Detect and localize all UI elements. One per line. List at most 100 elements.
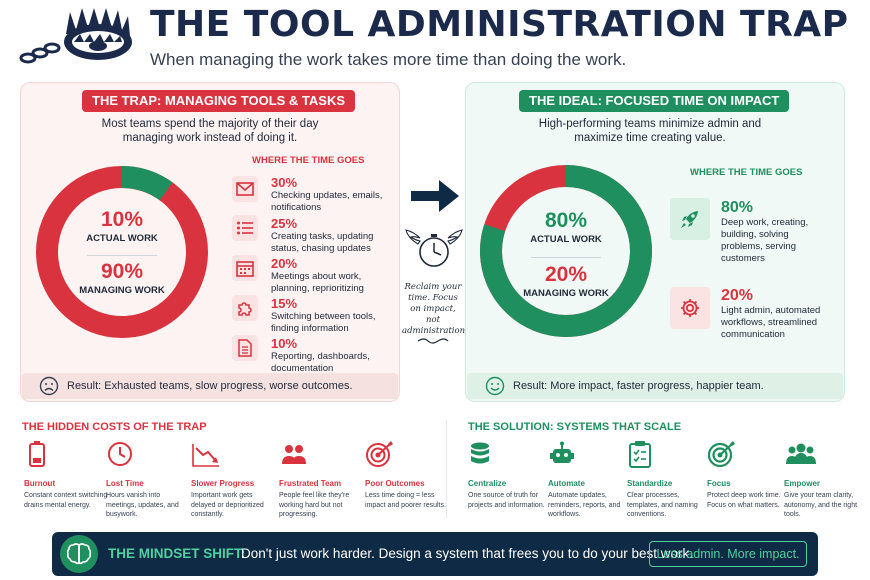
cost-desc: Hours vanish into meetings, updates, and… [106,492,179,518]
solution-desc: Automate updates, reminders, reports, an… [548,492,621,518]
trap-item-desc: Checking updates, emails, notifications [271,190,383,213]
trap-item-pct: 25% [271,216,298,231]
ideal-panel [465,82,845,402]
solution-desc: One source of truth for projects and inf… [468,492,545,509]
trap-intro: Most teams spend the majority of their d… [101,118,319,144]
ideal-managing-pct: 20% [544,263,588,286]
solution-desc: Protect deep work time. Focus on what ma… [707,492,781,509]
trap-result-text: Result: Exhausted teams, slow progress, … [67,380,353,392]
target-icon [366,441,393,467]
trap-item-pct: 20% [271,256,298,271]
ideal-divider [531,257,601,258]
trap-where-title: WHERE THE TIME GOES [252,155,365,166]
cost-desc: Constant context switching drains mental… [24,492,108,509]
page-title: THE TOOL ADMINISTRATION TRAP [150,4,849,45]
solution-item: Standardize Clear processes, templates, … [627,440,711,520]
trap-actual-pct: 10% [100,208,144,231]
trap-item-desc: Reporting, dashboards, documentation [271,351,370,374]
flying-clock-icon [405,229,463,267]
people-icon [282,445,306,464]
solution-title-item: Focus [707,479,731,488]
ideal-label: THE IDEAL: FOCUSED TIME ON IMPACT [519,90,790,112]
clock-icon [108,442,132,466]
happy-face-icon [485,376,505,396]
solution-item: Centralize One source of truth for proje… [468,440,552,510]
trap-donut-managing-arc [36,166,208,338]
mindset-banner [52,532,818,576]
brain-icon [60,535,98,573]
trap-panel [20,82,400,402]
trap-managing-label: MANAGING WORK [79,285,165,296]
ideal-result: Result: More impact, faster progress, ha… [467,373,843,399]
cost-item: Lost Time Hours vanish into meetings, up… [106,440,190,520]
ideal-where-title: WHERE THE TIME GOES [690,167,803,178]
reclaim-note: Reclaim your time. Focus on impact, not … [402,282,468,336]
ideal-item-desc: Light admin, automated workflows, stream… [721,305,821,340]
target-icon [707,441,735,468]
page-subtitle: When managing the work takes more time t… [150,50,627,69]
mindset-key: THE MINDSET SHIFT: [108,546,246,561]
database-icon [471,442,489,464]
cost-item: Poor Outcomes Less time doing = less imp… [365,440,449,510]
cost-item: Frustrated Team People feel like they're… [279,440,363,520]
bear-trap-icon [19,8,132,64]
trap-result: Result: Exhausted teams, slow progress, … [22,373,398,399]
trap-item-pct: 10% [271,336,298,351]
cost-desc: Less time doing = less impact and poorer… [365,492,446,509]
robot-icon [550,441,574,463]
battery-icon [29,441,45,467]
solution-title-item: Centralize [468,479,507,488]
section-divider [446,420,447,518]
squiggle-decoration [417,338,449,344]
trap-label: THE TRAP: MANAGING TOOLS & TASKS [82,90,356,112]
trend-down-icon [192,444,219,467]
ideal-managing-label: MANAGING WORK [523,288,609,299]
solution-title: THE SOLUTION: SYSTEMS THAT SCALE [468,421,682,433]
hidden-costs-title: THE HIDDEN COSTS OF THE TRAP [22,421,207,433]
solution-title-item: Standardize [627,479,673,488]
puzzle-icon [232,295,258,321]
ideal-intro: High-performing teams minimize admin and… [538,118,762,144]
trap-item-desc: Switching between tools, finding informa… [271,311,376,334]
sad-face-icon [39,376,59,396]
mindset-cta: Less admin. More impact. [649,541,807,567]
trap-actual-label: ACTUAL WORK [86,233,158,244]
clipboard-icon [629,441,651,468]
document-icon [232,335,258,361]
ideal-actual-label: ACTUAL WORK [530,234,602,245]
arrow-right-icon [411,180,459,212]
ideal-item-pct: 80% [721,199,754,216]
ideal-item-desc: Deep work, creating, building, solving p… [721,217,809,264]
cost-title: Frustrated Team [279,479,342,488]
team-icon [786,443,816,464]
ideal-item-pct: 20% [721,287,754,304]
gear-icon [670,287,710,329]
ideal-donut-chart [480,165,652,337]
ideal-actual-pct: 80% [544,209,588,232]
trap-item-pct: 15% [271,296,298,311]
trap-donut-actual-arc [36,166,208,338]
calendar-icon [232,255,258,281]
trap-divider [87,255,157,256]
ideal-donut-actual-arc [480,165,652,337]
cost-title: Lost Time [106,479,144,488]
cost-desc: People feel like they're working hard bu… [279,492,350,518]
envelope-icon [232,176,258,202]
solution-title-item: Automate [548,479,585,488]
cost-title: Poor Outcomes [365,479,425,488]
cost-title: Slower Progress [191,479,255,488]
checklist-icon [232,215,258,241]
ideal-result-text: Result: More impact, faster progress, ha… [513,380,764,392]
trap-item-desc: Creating tasks, updating status, chasing… [271,231,374,254]
rocket-icon [670,198,710,240]
solution-title-item: Empower [784,479,821,488]
cost-desc: Important work gets delayed or depriorit… [191,492,264,518]
cost-item: Burnout Constant context switching drain… [24,440,108,510]
solution-desc: Give your team clarity, autonomy, and th… [784,492,858,518]
mindset-text: Don't just work harder. Design a system … [241,546,694,561]
trap-item-pct: 30% [271,175,298,190]
cost-title: Burnout [24,479,56,488]
solution-desc: Clear processes, templates, and naming c… [627,492,698,518]
solution-item: Automate Automate updates, reminders, re… [548,440,632,520]
solution-item: Focus Protect deep work time. Focus on w… [707,440,791,510]
